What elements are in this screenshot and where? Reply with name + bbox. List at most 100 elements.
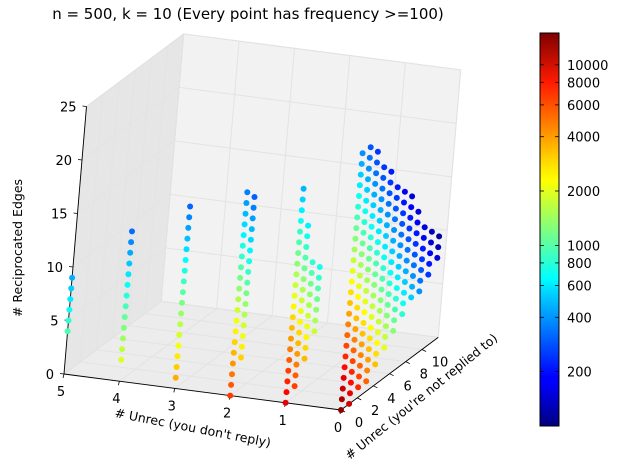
data-point	[182, 257, 189, 263]
data-point	[235, 296, 242, 303]
data-point	[124, 281, 131, 288]
y-tick-label: 4	[387, 392, 395, 407]
data-point	[434, 254, 441, 261]
colorbar-tick-label: 800	[567, 257, 592, 272]
grid-line	[160, 33, 185, 302]
grid-line	[96, 349, 374, 387]
data-point	[228, 381, 235, 388]
data-point	[380, 265, 387, 272]
z-tick-label: 15	[51, 208, 68, 223]
data-point	[365, 356, 371, 363]
data-point	[356, 193, 362, 199]
data-point	[229, 360, 236, 367]
data-point	[371, 281, 378, 288]
data-point	[400, 210, 407, 217]
data-point	[372, 361, 379, 368]
data-point	[375, 228, 382, 235]
data-point	[294, 260, 301, 267]
z-tick-mark	[68, 266, 74, 268]
data-point	[347, 300, 353, 306]
x-tick-mark	[118, 381, 120, 386]
colorbar-tick-label: 200	[567, 366, 592, 381]
data-point	[368, 223, 375, 230]
data-point	[411, 251, 418, 258]
data-point	[374, 239, 381, 246]
data-point	[240, 322, 247, 329]
x-axis-label: # Unrec (you don't reply)	[113, 405, 272, 450]
data-point	[120, 324, 127, 331]
data-point	[299, 196, 306, 203]
data-point	[293, 271, 300, 278]
data-point	[286, 357, 293, 363]
grid-line	[179, 86, 457, 124]
data-point	[247, 247, 253, 254]
data-point	[379, 185, 386, 192]
data-point	[315, 274, 322, 281]
data-point	[234, 307, 241, 313]
data-point	[296, 239, 303, 246]
y-tick-label: 8	[420, 368, 428, 383]
data-point	[123, 292, 130, 299]
data-point	[187, 203, 194, 210]
data-point	[387, 269, 394, 276]
data-point	[365, 266, 371, 273]
data-point	[391, 317, 398, 324]
data-point	[374, 329, 381, 336]
data-point	[238, 253, 245, 260]
x-tick-mark	[62, 373, 65, 379]
data-point	[305, 222, 312, 229]
z-tick-mark	[73, 212, 78, 214]
data-point	[372, 271, 379, 278]
data-point	[360, 229, 367, 236]
data-point	[346, 310, 353, 317]
z-tick-label: 0	[46, 368, 54, 383]
data-point	[401, 289, 407, 296]
data-point	[367, 144, 374, 151]
z-tick-mark	[59, 373, 65, 375]
data-point	[251, 194, 258, 200]
data-point	[397, 242, 404, 249]
data-point	[367, 324, 374, 331]
grid-line	[382, 62, 406, 331]
data-point	[366, 245, 373, 252]
grid-line	[144, 45, 168, 314]
data-point	[232, 328, 239, 335]
data-point	[362, 208, 369, 215]
grid-line	[77, 140, 175, 214]
grid-line	[128, 58, 152, 326]
colorbar: 200 400 600 800 1000 2000 4000 6000 8000 10000	[539, 32, 608, 427]
data-point	[339, 385, 346, 392]
data-point	[338, 407, 344, 413]
data-point	[374, 249, 380, 256]
grid-line	[271, 48, 295, 316]
data-point	[243, 200, 250, 206]
data-point	[401, 279, 408, 285]
data-point	[242, 301, 249, 307]
data-point	[230, 349, 237, 356]
data-point	[419, 245, 426, 252]
data-point	[365, 255, 372, 262]
data-point	[360, 320, 367, 326]
data-point	[247, 236, 254, 243]
data-point	[306, 291, 313, 298]
data-point	[118, 356, 125, 363]
data-point	[238, 354, 244, 361]
data-point	[371, 191, 378, 198]
data-point	[300, 276, 307, 283]
data-point	[364, 277, 371, 284]
data-point	[347, 390, 353, 397]
z-tick-label: 5	[50, 315, 58, 330]
data-point	[292, 282, 299, 289]
data-point	[297, 217, 304, 224]
z-tick-label: 20	[55, 154, 72, 169]
data-point	[293, 361, 300, 368]
data-point	[381, 344, 388, 351]
data-point	[378, 196, 385, 203]
data-point	[366, 335, 373, 342]
data-point	[418, 267, 425, 273]
data-point	[428, 239, 434, 246]
data-point	[350, 257, 357, 264]
y-tick-mark	[373, 385, 378, 389]
